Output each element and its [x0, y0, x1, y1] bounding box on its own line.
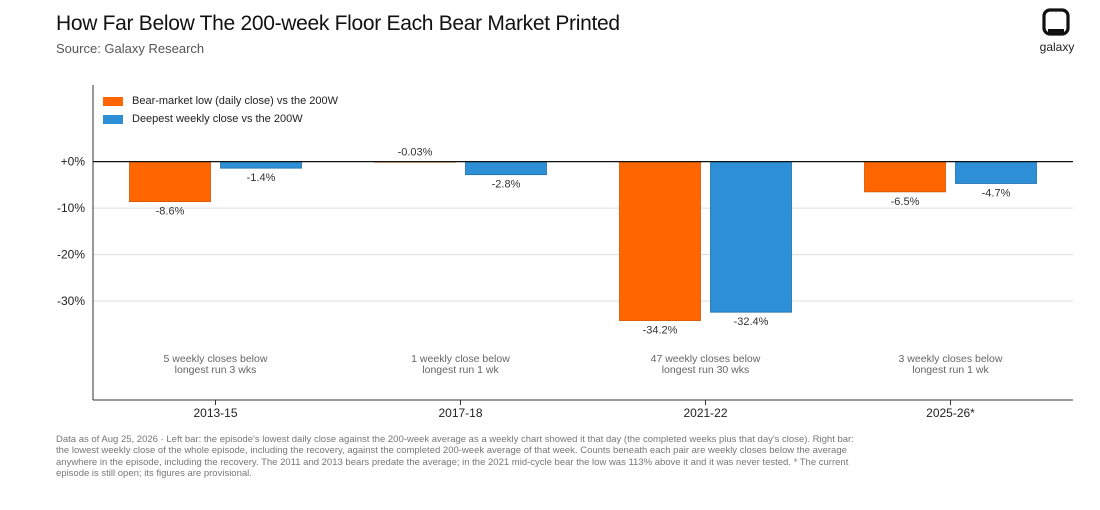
legend-item: Bear-market low (daily close) vs the 200… [103, 92, 338, 110]
annotation-text: longest run 3 wks [175, 364, 257, 376]
legend-swatch-blue [103, 114, 123, 124]
x-tick-label: 2013-15 [193, 406, 237, 420]
galaxy-logo: galaxy [1036, 6, 1078, 56]
y-tick-label: -20% [57, 248, 85, 262]
annotation-text: 1 weekly close below [411, 353, 510, 365]
y-tick-label: -30% [57, 294, 85, 308]
legend-label: Bear-market low (daily close) vs the 200… [132, 95, 339, 107]
bar [710, 161, 792, 313]
legend-item: Deepest weekly close vs the 200W [103, 110, 338, 128]
annotation-text: longest run 1 wk [422, 364, 499, 376]
chart-legend: Bear-market low (daily close) vs the 200… [103, 92, 338, 128]
data-label: -2.8% [492, 179, 521, 191]
annotation-text: 3 weekly closes below [899, 353, 1003, 365]
x-tick-label: 2017-18 [438, 406, 482, 420]
annotation-text: 5 weekly closes below [164, 353, 268, 365]
galaxy-logo-icon [1042, 8, 1070, 36]
data-label: -0.03% [398, 147, 433, 159]
data-label: -6.5% [891, 196, 920, 208]
bar [220, 161, 302, 169]
data-label: -32.4% [734, 316, 769, 328]
bar [619, 161, 701, 321]
annotation-text: longest run 30 wks [662, 364, 750, 376]
data-label: -34.2% [643, 325, 678, 337]
data-label: -4.7% [982, 187, 1011, 199]
bar [864, 161, 946, 193]
x-tick-label: 2025-26* [926, 406, 975, 420]
bar [465, 161, 547, 176]
bar [129, 161, 211, 203]
y-tick-label: -10% [57, 201, 85, 215]
data-label: -1.4% [247, 172, 276, 184]
legend-swatch-orange [103, 96, 123, 106]
x-tick-label: 2021-22 [683, 406, 727, 420]
y-tick-label: +0% [61, 155, 86, 169]
annotation-text: longest run 1 wk [912, 364, 989, 376]
chart-subtitle: Source: Galaxy Research [56, 41, 205, 56]
data-label: -8.6% [156, 206, 185, 218]
annotation-text: 47 weekly closes below [651, 353, 761, 365]
bar [955, 161, 1037, 184]
logo-text: galaxy [1039, 40, 1075, 54]
footnote: Data as of Aug 25, 2026 · Left bar: the … [56, 434, 854, 480]
chart-title: How Far Below The 200-week Floor Each Be… [56, 12, 620, 35]
legend-label: Deepest weekly close vs the 200W [132, 113, 303, 125]
